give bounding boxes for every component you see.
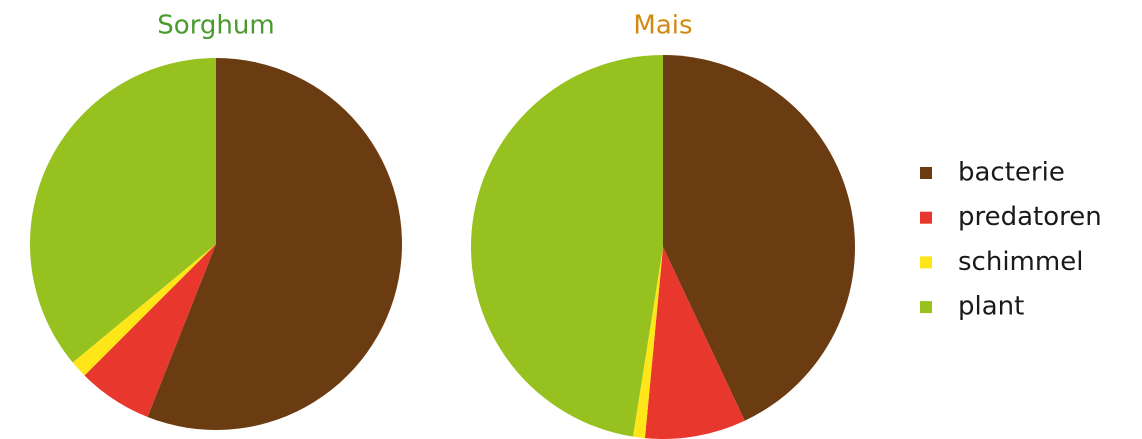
legend-label: bacterie	[958, 158, 1065, 188]
chart-title: Sorghum	[157, 11, 274, 41]
pie-slice	[470, 55, 663, 437]
pie-slice	[644, 247, 745, 439]
pie-slice	[84, 244, 216, 417]
legend-swatch	[920, 211, 932, 224]
pie-slice	[663, 55, 855, 421]
pie-slice	[147, 58, 403, 431]
pie-slice	[632, 247, 663, 439]
legend-label: plant	[958, 292, 1024, 322]
legend-label: predatoren	[958, 202, 1102, 232]
pie-slice	[30, 58, 216, 363]
legend-swatch	[920, 167, 932, 179]
legend-swatch	[920, 301, 932, 314]
pie-slice	[72, 244, 216, 376]
legend-swatch	[920, 256, 932, 269]
legend-label: schimmel	[958, 247, 1083, 277]
chart-title: Mais	[633, 11, 692, 41]
